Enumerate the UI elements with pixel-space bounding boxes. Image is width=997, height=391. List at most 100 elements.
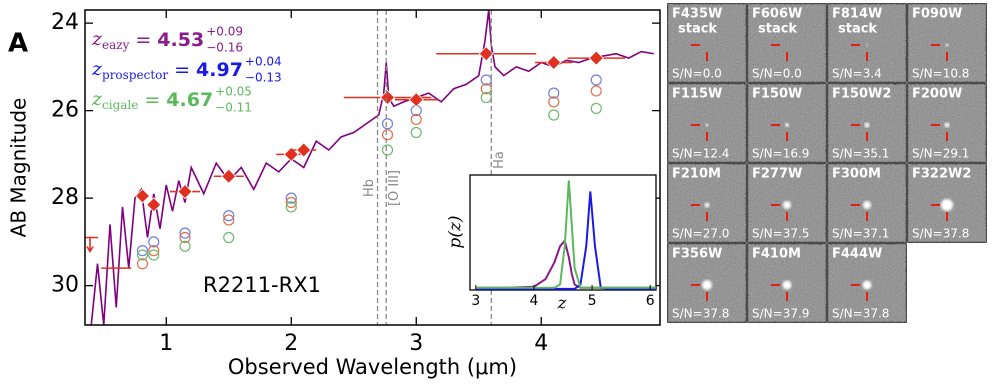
photometry-point [588,50,604,66]
filter-label: stack [678,22,717,37]
source [945,43,949,47]
filter-label: F200W [912,87,962,102]
minus-error: −0.13 [245,71,282,85]
source [863,201,871,209]
stamp-noise [668,84,746,162]
filter-label: F356W [672,247,722,262]
model-point [179,240,191,252]
equals: = [144,89,160,111]
value: 4.53 [157,29,204,51]
upper-limit [85,236,98,254]
photometry-point [283,146,299,162]
source [862,280,872,290]
x-tick-label: 3 [471,293,480,309]
sn-label: S/N=37.8 [832,307,889,321]
sn-label: S/N=37.5 [752,227,809,241]
x-tick-label: 1 [159,331,173,356]
sn-label: S/N=10.8 [912,67,969,81]
y-axis-label: p(z) [446,215,466,248]
model-point [223,210,235,222]
filter-label: F300M [832,167,881,182]
model-point [136,249,149,261]
model-point [548,109,560,121]
x-tick-label: 5 [588,293,597,309]
sn-label: S/N=37.8 [912,227,969,241]
model-point [179,227,191,239]
filter-label: F814W [832,7,882,22]
value: 4.97 [196,59,243,81]
symbol: z [91,58,103,80]
photometry-point [296,142,312,158]
plus-error: +0.05 [215,85,252,99]
sn-label: S/N=27.0 [672,227,729,241]
stamp-noise [668,4,746,82]
model-point [590,102,602,115]
photometry-point [408,92,424,108]
equals: = [174,59,190,81]
photometry-point [546,54,562,71]
filter-label: F150W2 [832,87,891,102]
x-tick-label: 4 [534,331,548,356]
model-point [381,144,394,156]
filter-label: F444W [832,247,882,262]
model-point [480,91,492,104]
filter-label: stack [758,22,797,37]
photometry-point [134,188,151,204]
x-axis-label: Observed Wavelength (μm) [228,355,517,379]
photometry-point [221,168,237,184]
plus-error: +0.09 [206,25,243,39]
sn-label: S/N=0.0 [752,67,802,81]
source [944,122,950,128]
stamp: F150W2 S/N=35.1 [827,83,907,163]
x-tick-label: 6 [646,293,655,309]
emission-label: Ha [492,151,507,169]
filter-label: F115W [672,87,722,102]
y-tick-label: 30 [51,273,79,298]
subscript: prospector [102,68,168,82]
photometry-point [177,183,193,200]
stamp: F444W S/N=37.8 [827,243,907,323]
model-point [223,214,235,226]
model-point [548,87,560,99]
source [941,199,953,211]
filter-label: F410M [752,247,801,262]
symbol: z [91,88,103,110]
filter-label: F322W2 [912,167,971,182]
sn-label: S/N=37.8 [672,307,729,321]
redshift-label: zprospector = 4.97 [91,58,243,82]
sn-label: S/N=0.0 [672,67,722,81]
sn-label: S/N=35.1 [832,147,889,161]
source [866,44,868,46]
plus-error: +0.04 [245,55,282,69]
model-point [179,231,191,244]
stamp: F210M S/N=27.0 [667,163,747,243]
stamp-noise [908,4,986,82]
stamp: F410M S/N=37.9 [747,243,827,323]
model-point [148,236,160,248]
stamp: F115W S/N=12.4 [667,83,747,163]
source [785,123,789,127]
subscript: eazy [102,38,130,52]
stamp-noise [828,4,906,82]
y-axis-label: AB Magnitude [7,98,31,238]
stamp: F150W S/N=16.9 [747,83,827,163]
value: 4.67 [166,89,213,111]
x-tick-label: 4 [529,293,538,309]
symbol: z [91,28,103,50]
model-point [548,96,560,108]
filter-label: stack [838,22,877,37]
minus-error: −0.11 [215,101,252,115]
model-point [381,118,394,130]
sn-label: S/N=12.4 [672,147,729,161]
photometry-point [379,89,396,106]
model-point [410,126,422,139]
filter-label: F606W [752,7,802,22]
filter-label: F210M [672,167,721,182]
filter-label: F090W [912,7,962,22]
inset-bg [469,174,657,291]
panel-label: A [8,29,28,59]
photometry-point [146,197,162,213]
